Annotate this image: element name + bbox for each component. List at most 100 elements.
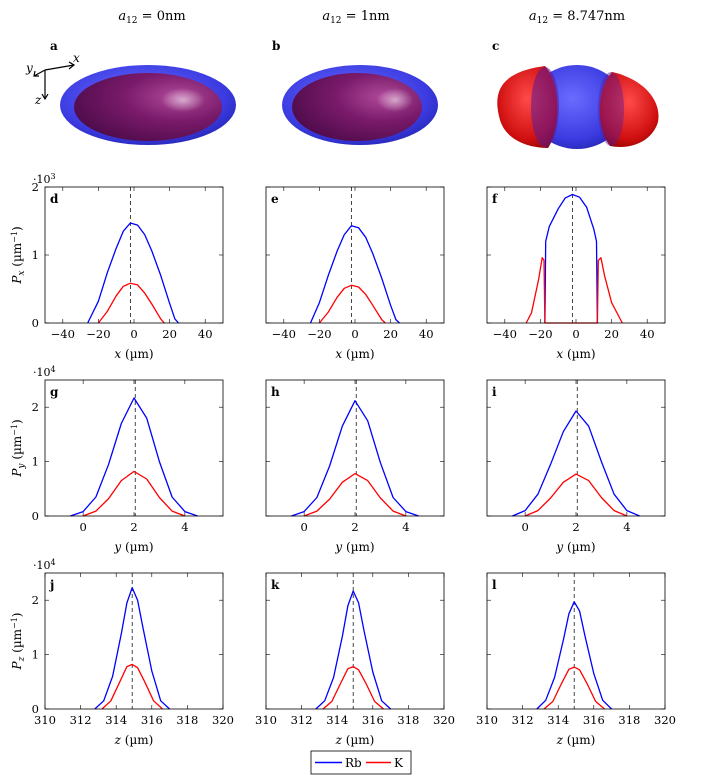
y-axis-label: Px (µm−1)	[10, 226, 27, 284]
x-tick-label: 0	[79, 520, 86, 534]
series-rb-line	[70, 397, 198, 517]
column-title-1: a12 = 0nm	[118, 9, 185, 26]
x-tick-label: 0	[521, 520, 528, 534]
plot-frame	[44, 186, 224, 324]
panel-k-plot: 310 312 314 316 318 320 k z (µm)	[255, 572, 455, 747]
x-tick-label: 0	[300, 520, 307, 534]
axis-y-letter: y	[25, 61, 33, 75]
y-axis-label: Pz (µm−1)	[10, 613, 27, 671]
panel-f-plot: −40 −20 0 20 40 f x (µm)	[486, 186, 666, 361]
y-tick-label: 2	[32, 593, 39, 607]
x-axis-label: y (µm)	[555, 540, 595, 554]
x-tick-label: 312	[512, 713, 534, 727]
plot-frame	[265, 572, 445, 710]
x-tick-label: −20	[528, 327, 552, 341]
axis-x-letter: x	[73, 51, 80, 65]
series-k-line	[101, 663, 163, 710]
series-k-line	[303, 472, 407, 517]
y-tick-label: 1	[32, 248, 39, 262]
k-cloud-highlight	[377, 88, 413, 112]
panel-i-plot: 0 2 4 i y (µm)	[486, 379, 666, 554]
x-tick-label: 40	[198, 327, 213, 341]
panel-h-plot: 0 2 4 h y (µm)	[265, 379, 445, 554]
x-axis-label: z (µm)	[556, 733, 596, 747]
x-tick-label: 20	[162, 327, 177, 341]
panel-b-density-render: b	[272, 39, 438, 145]
x-tick-label: 20	[383, 327, 398, 341]
y-axis-label: Py (µm−1)	[10, 419, 27, 477]
panel-c-density-render: c	[492, 39, 659, 149]
plot-frame	[265, 379, 445, 517]
x-tick-label: 314	[326, 713, 348, 727]
x-axis-label: z (µm)	[335, 733, 375, 747]
legend: Rb K	[310, 750, 412, 775]
y-tick-label: 2	[32, 180, 39, 194]
x-tick-label: 320	[654, 713, 676, 727]
legend-box	[310, 750, 412, 775]
panel-label-k: k	[271, 578, 280, 592]
y-tick-label: 2	[32, 400, 39, 414]
panel-label-f: f	[492, 192, 498, 206]
series-k-line	[524, 473, 628, 517]
series-rb-line	[544, 193, 599, 324]
axis-z-letter: z	[34, 93, 42, 107]
series-k-line	[97, 282, 165, 324]
plot-frame	[44, 572, 224, 710]
legend-k-label: K	[394, 756, 404, 770]
x-tick-label: −20	[86, 327, 110, 341]
panel-label-a: a	[50, 39, 58, 53]
y-tick-label: 0	[32, 509, 39, 523]
x-tick-label: 316	[362, 713, 384, 727]
x-tick-label: 2	[351, 520, 358, 534]
x-tick-label: 4	[402, 520, 409, 534]
panel-label-b: b	[272, 39, 280, 53]
x-axis-label: x (µm)	[114, 347, 153, 361]
x-tick-label: 316	[141, 713, 163, 727]
panel-label-i: i	[492, 385, 497, 399]
x-axis-label: y (µm)	[113, 540, 153, 554]
panel-label-l: l	[492, 578, 497, 592]
panel-e-plot: −40 −20 0 20 40 e x (µm)	[265, 186, 445, 361]
series-rb-line	[536, 601, 613, 710]
axes-triad	[33, 61, 76, 101]
x-axis-label: z (µm)	[114, 733, 154, 747]
x-tick-label: 318	[176, 713, 198, 727]
panel-label-j: j	[49, 578, 54, 592]
x-tick-label: 310	[255, 713, 277, 727]
panel-j-plot: 310 312 314 316 318 320 0 1 2j z (µm) ·104 Pz (µm−1…	[10, 558, 234, 747]
x-tick-label: 4	[181, 520, 188, 534]
y-tick-label: 1	[32, 648, 39, 662]
panel-label-g: g	[50, 385, 59, 399]
k-cloud-left-face	[531, 67, 559, 147]
x-tick-label: 312	[70, 713, 92, 727]
plot-frame	[265, 186, 445, 324]
plot-frame	[486, 186, 666, 324]
series-rb-line	[94, 587, 171, 710]
panel-label-c: c	[492, 39, 499, 53]
x-tick-label: 20	[604, 327, 619, 341]
x-tick-label: 0	[351, 327, 358, 341]
x-tick-label: 310	[34, 713, 56, 727]
k-cloud-highlight	[161, 88, 205, 112]
plot-frame	[486, 572, 666, 710]
column-title-2: a12 = 1nm	[322, 9, 389, 26]
series-k-line	[543, 666, 605, 710]
x-axis-label: y (µm)	[334, 540, 374, 554]
legend-rb-label: Rb	[345, 756, 362, 770]
series-rb-line	[512, 410, 640, 517]
x-tick-label: −40	[272, 327, 296, 341]
x-axis-label: x (µm)	[335, 347, 374, 361]
y-multiplier: ·103	[33, 172, 56, 186]
x-tick-label: −40	[493, 327, 517, 341]
series-rb-line	[291, 400, 419, 517]
x-tick-label: 0	[130, 327, 137, 341]
plot-frame	[486, 379, 666, 517]
series-k-line	[318, 284, 386, 324]
column-title-3: a12 = 8.747nm	[529, 9, 625, 26]
x-axis-label: x (µm)	[556, 347, 595, 361]
series-rb-line	[309, 225, 400, 324]
series-k-line	[82, 470, 186, 517]
x-tick-label: 40	[640, 327, 655, 341]
x-tick-label: 0	[572, 327, 579, 341]
